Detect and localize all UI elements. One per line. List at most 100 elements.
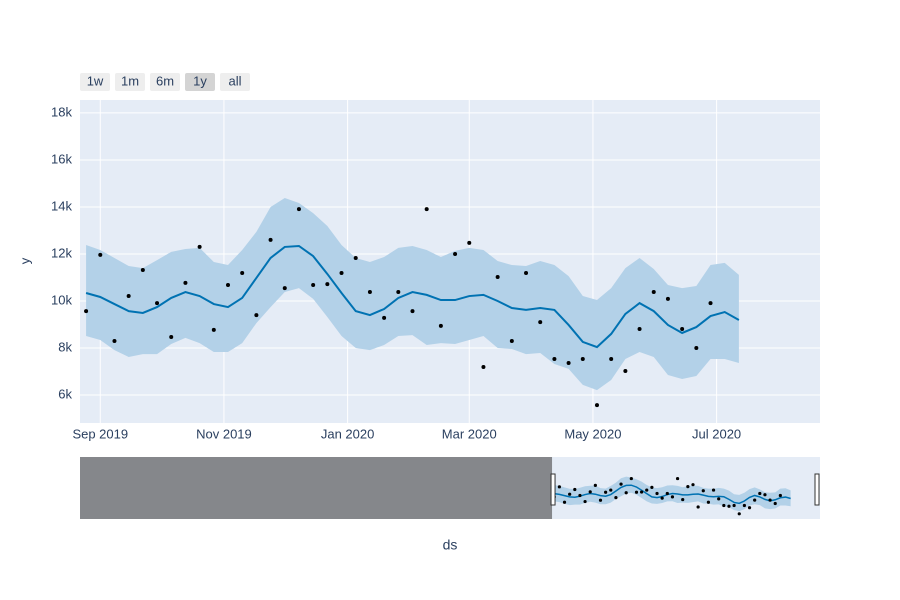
actual-point: [112, 338, 117, 343]
slider-actual-point: [773, 501, 777, 506]
actual-point: [140, 267, 145, 272]
actual-point: [424, 207, 429, 212]
slider-actual-point: [753, 498, 757, 502]
range-button-label[interactable]: all: [228, 73, 241, 88]
actual-point: [623, 369, 628, 374]
range-button-label[interactable]: 6m: [156, 73, 174, 88]
slider-actual-point: [583, 499, 587, 504]
actual-point: [211, 327, 216, 332]
actual-point: [339, 271, 344, 276]
slider-handle[interactable]: [814, 473, 820, 506]
slider-actual-point: [573, 487, 577, 492]
y-tick-label: 16k: [51, 151, 72, 166]
slider-actual-point: [737, 512, 741, 516]
slider-actual-point: [701, 489, 705, 493]
slider-actual-point: [604, 490, 608, 494]
range-button[interactable]: 6m: [150, 73, 180, 91]
range-button-bg[interactable]: [185, 73, 215, 91]
actual-point: [438, 323, 443, 328]
actual-point: [708, 301, 713, 306]
y-tick-label: 14k: [51, 198, 72, 213]
range-button[interactable]: 1y: [185, 73, 215, 91]
x-tick-label: Mar 2020: [442, 426, 497, 441]
slider-actual-point: [717, 497, 721, 501]
slider-actual-point: [758, 491, 762, 496]
actual-point: [609, 357, 614, 362]
actual-point: [580, 357, 585, 362]
actual-point: [226, 283, 230, 288]
forecast-line: [85, 244, 740, 349]
slider-actual-point: [675, 476, 680, 481]
range-button[interactable]: 1m: [115, 73, 145, 91]
y-tick-label: 12k: [51, 245, 72, 260]
slider-actual-point: [711, 488, 716, 492]
actual-point: [325, 282, 330, 287]
actual-point: [453, 251, 458, 256]
actual-point: [169, 334, 174, 339]
actual-point: [594, 403, 599, 408]
slider-actual-point: [655, 491, 659, 496]
actual-point: [396, 290, 401, 295]
actual-point: [268, 237, 273, 242]
y-axis-label: y: [17, 257, 32, 264]
range-button-label[interactable]: 1w: [87, 73, 104, 88]
slider-actual-point: [614, 496, 618, 500]
actual-point: [552, 357, 557, 362]
actual-point: [467, 240, 472, 245]
slider-actual-point: [747, 506, 752, 510]
range-button-bg[interactable]: [80, 73, 110, 91]
actual-point: [651, 290, 656, 295]
y-tick-label: 18k: [51, 104, 72, 119]
x-tick-label: Nov 2019: [196, 426, 252, 441]
range-button[interactable]: all: [220, 73, 250, 91]
actual-point: [509, 338, 514, 343]
actual-point: [296, 207, 301, 212]
slider-actual-point: [650, 485, 654, 489]
slider-actual-point: [588, 490, 592, 494]
actual-point: [84, 309, 89, 314]
slider-actual-point: [691, 483, 695, 487]
range-button-label[interactable]: 1y: [193, 73, 207, 88]
actual-point: [538, 320, 543, 325]
range-button-bg[interactable]: [150, 73, 180, 91]
slider-actual-point: [624, 491, 628, 495]
slider-actual-point: [706, 500, 711, 504]
actual-point: [694, 346, 699, 351]
slider-actual-point: [665, 491, 669, 496]
slider-handle[interactable]: [550, 473, 556, 506]
actual-point: [353, 255, 358, 260]
slider-actual-point: [645, 488, 649, 492]
actual-point: [254, 313, 259, 318]
slider-actual-point: [660, 496, 664, 500]
actual-point: [311, 283, 316, 288]
range-button-bg[interactable]: [115, 73, 145, 91]
slider-actual-point: [568, 492, 572, 496]
range-button-label[interactable]: 1m: [121, 73, 139, 88]
slider-actual-point: [578, 493, 582, 498]
slider-actual-point: [732, 503, 736, 508]
slider-forecast-line: [554, 484, 791, 505]
uncertainty-band: [86, 198, 739, 391]
slider-mask: [80, 457, 553, 519]
actual-point: [126, 294, 131, 299]
range-button[interactable]: 1w: [80, 73, 110, 91]
actual-point: [524, 271, 529, 276]
slider-actual-point: [557, 485, 561, 489]
slider-actual-point: [727, 504, 731, 508]
actual-point: [282, 286, 287, 291]
x-tick-label: Sep 2019: [72, 426, 128, 441]
x-tick-label: May 2020: [564, 426, 621, 441]
x-axis-label: ds: [443, 537, 458, 553]
actual-point: [367, 290, 372, 295]
y-tick-label: 8k: [58, 339, 72, 354]
slider-actual-point: [768, 498, 772, 502]
y-tick-label: 10k: [51, 292, 72, 307]
range-button-bg[interactable]: [220, 73, 250, 91]
slider-actual-point: [763, 493, 767, 497]
actual-point: [566, 361, 571, 366]
slider-actual-point: [681, 497, 685, 502]
actual-point: [637, 326, 642, 331]
slider-actual-point: [593, 483, 597, 487]
